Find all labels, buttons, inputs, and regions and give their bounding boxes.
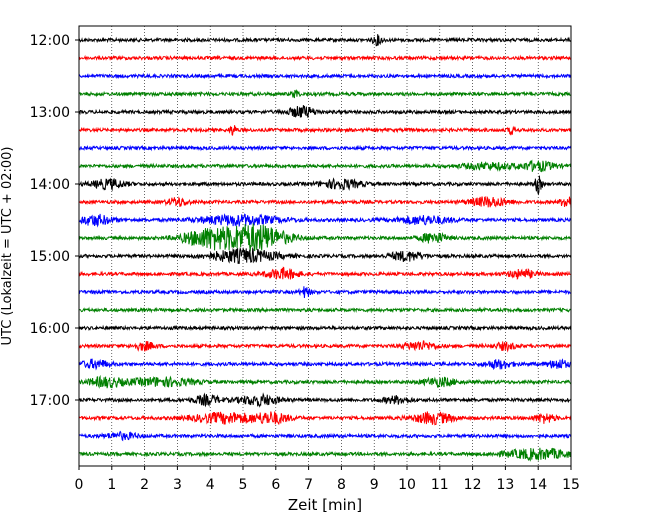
trace-1245 bbox=[78, 89, 572, 99]
trace-1700 bbox=[78, 392, 572, 408]
x-tick-label: 3 bbox=[173, 477, 182, 493]
x-tick-label: 6 bbox=[271, 477, 280, 493]
y-tick-label: 17:00 bbox=[30, 393, 70, 409]
trace-1445 bbox=[78, 223, 572, 252]
y-tick-label: 12:00 bbox=[30, 33, 70, 49]
y-tick-label: 16:00 bbox=[30, 321, 70, 337]
trace-1415 bbox=[78, 195, 572, 209]
x-tick-label: 4 bbox=[206, 477, 215, 493]
x-tick-label: 11 bbox=[431, 477, 449, 493]
trace-1745 bbox=[78, 447, 572, 462]
y-tick-label: 15:00 bbox=[30, 249, 70, 265]
x-tick-label: 2 bbox=[140, 477, 149, 493]
trace-1300 bbox=[78, 105, 572, 119]
trace-1200 bbox=[78, 34, 572, 47]
trace-1345 bbox=[78, 159, 572, 173]
trace-1215 bbox=[78, 54, 572, 62]
x-tick-label: 10 bbox=[398, 477, 416, 493]
x-tick-label: 13 bbox=[496, 477, 514, 493]
trace-1430 bbox=[78, 213, 572, 228]
x-tick-label: 1 bbox=[107, 477, 116, 493]
trace-1230 bbox=[78, 72, 572, 80]
trace-1315 bbox=[78, 125, 572, 136]
x-tick-label: 14 bbox=[529, 477, 547, 493]
trace-1530 bbox=[78, 286, 572, 299]
x-tick-label: 12 bbox=[464, 477, 482, 493]
x-tick-label: 7 bbox=[304, 477, 313, 493]
x-tick-label: 5 bbox=[239, 477, 248, 493]
plot-frame bbox=[78, 25, 572, 467]
x-tick-label: 9 bbox=[370, 477, 379, 493]
trace-1715 bbox=[78, 411, 572, 426]
trace-1400 bbox=[78, 175, 572, 196]
trace-1500 bbox=[79, 246, 572, 264]
y-axis-label: UTC (Lokalzeit = UTC + 02:00) bbox=[0, 147, 15, 346]
trace-1730 bbox=[78, 430, 572, 442]
trace-1615 bbox=[78, 340, 572, 353]
trace-1630 bbox=[78, 358, 572, 371]
trace-lines bbox=[78, 34, 572, 462]
x-axis: 0 1 2 3 4 5 6 7 8 9 10 11 12 13 14 15 bbox=[75, 466, 580, 493]
y-tick-label: 14:00 bbox=[30, 177, 70, 193]
y-axis: 12:00 13:00 14:00 15:00 16:00 17:00 bbox=[30, 33, 79, 409]
trace-1515 bbox=[78, 266, 572, 281]
x-tick-label: 15 bbox=[562, 477, 580, 493]
minute-grid bbox=[111, 26, 539, 466]
y-tick-label: 13:00 bbox=[30, 105, 70, 121]
x-tick-label: 0 bbox=[75, 477, 84, 493]
x-axis-label: Zeit [min] bbox=[288, 496, 362, 514]
x-tick-label: 8 bbox=[337, 477, 346, 493]
trace-1600 bbox=[78, 324, 572, 332]
trace-1645 bbox=[78, 374, 572, 389]
trace-1545 bbox=[78, 306, 572, 314]
trace-1330 bbox=[78, 144, 572, 152]
